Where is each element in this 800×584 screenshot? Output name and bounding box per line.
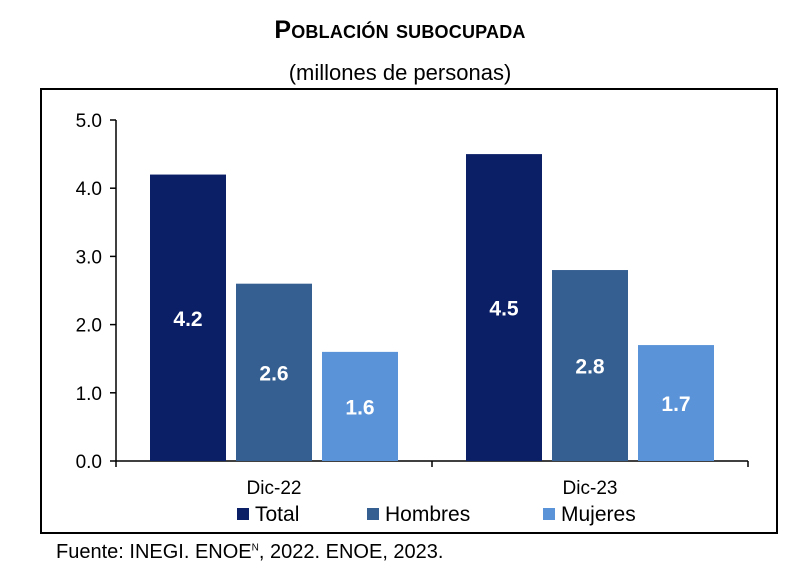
y-tick-label-2: 2.0	[76, 316, 102, 337]
source-year-1: , 2022.	[258, 541, 321, 563]
source-label: Fuente:	[56, 541, 124, 563]
x-category-label-1: Dic-23	[563, 478, 618, 499]
y-tick-label-4: 4.0	[76, 179, 102, 200]
chart-title: Población subocupada	[274, 16, 526, 44]
data-label-total-dic-22: 4.2	[173, 308, 202, 331]
chart-subtitle: (millones de personas)	[288, 60, 512, 85]
data-label-mujeres-dic-23: 1.7	[661, 393, 690, 416]
x-category-label-0: Dic-22	[247, 478, 302, 499]
bar-total-dic-23	[466, 154, 542, 461]
y-tick-label-3: 3.0	[76, 247, 102, 268]
source-year-2: , 2023.	[382, 541, 444, 563]
source-survey-1-superscript: N	[251, 542, 259, 554]
bar-total-dic-22	[150, 174, 226, 461]
y-tick-label-0: 0.0	[76, 452, 102, 473]
source-note: Fuente: INEGI. ENOEN, 2022. ENOE, 2023.	[56, 541, 443, 564]
chart-frame	[40, 88, 778, 534]
source-survey-1: ENOE	[194, 541, 252, 563]
bar-hombres-dic-23	[552, 270, 628, 461]
legend-label-mujeres: Mujeres	[561, 503, 636, 526]
source-survey-2: ENOE	[325, 541, 383, 563]
source-org: INEGI.	[129, 541, 190, 563]
legend-label-hombres: Hombres	[385, 503, 470, 526]
legend-swatch-total	[237, 508, 249, 520]
legend-swatch-mujeres	[543, 508, 555, 520]
data-label-hombres-dic-23: 2.8	[575, 356, 605, 379]
legend-label-total: Total	[255, 503, 299, 526]
y-tick-label-1: 1.0	[76, 384, 102, 405]
data-label-total-dic-23: 4.5	[489, 298, 519, 321]
data-label-mujeres-dic-22: 1.6	[345, 396, 374, 419]
legend-swatch-hombres	[367, 508, 379, 520]
y-tick-label-5: 5.0	[76, 111, 102, 132]
data-label-hombres-dic-22: 2.6	[259, 362, 288, 385]
bar-mujeres-dic-22	[322, 351, 398, 461]
bar-mujeres-dic-23	[638, 345, 714, 461]
bar-hombres-dic-22	[236, 283, 312, 461]
